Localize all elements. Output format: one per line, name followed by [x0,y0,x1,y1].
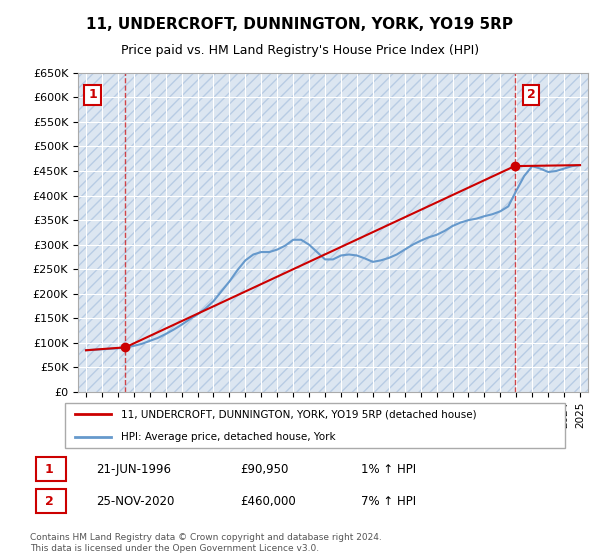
Bar [253,73,261,392]
Text: 25-NOV-2020: 25-NOV-2020 [96,495,175,508]
Bar [205,73,214,392]
Bar [484,73,493,392]
Bar [94,73,102,392]
Bar [285,73,293,392]
Bar [197,73,205,392]
Bar [428,73,437,392]
Bar [301,73,309,392]
Bar [269,73,277,392]
Bar [190,73,197,392]
Text: 1% ↑ HPI: 1% ↑ HPI [361,463,416,476]
Bar [221,73,229,392]
Bar [373,73,381,392]
Bar [341,73,349,392]
Bar [158,73,166,392]
Text: 21-JUN-1996: 21-JUN-1996 [96,463,171,476]
Bar [381,73,389,392]
Bar [309,73,317,392]
Bar [86,73,94,392]
Bar [173,73,182,392]
Bar [118,73,126,392]
Bar [389,73,397,392]
Text: 1: 1 [88,88,97,101]
Bar [325,73,333,392]
Bar [126,73,134,392]
Bar [461,73,469,392]
Bar [110,73,118,392]
Bar [397,73,405,392]
Bar [405,73,413,392]
Bar [317,73,325,392]
Bar [150,73,158,392]
Bar [445,73,452,392]
Bar [261,73,269,392]
FancyBboxPatch shape [35,489,66,514]
Bar [500,73,508,392]
Bar [572,73,580,392]
Bar [469,73,476,392]
Bar [277,73,285,392]
Bar [493,73,500,392]
Text: 1: 1 [45,463,53,476]
Bar [134,73,142,392]
Bar [78,73,86,392]
Bar [580,73,588,392]
Bar [102,73,110,392]
Bar [142,73,150,392]
Bar [349,73,357,392]
Bar [437,73,445,392]
Bar [413,73,421,392]
Bar [421,73,428,392]
Bar [540,73,548,392]
Bar [229,73,238,392]
Bar [516,73,524,392]
Text: 7% ↑ HPI: 7% ↑ HPI [361,495,416,508]
Bar [548,73,556,392]
Bar [508,73,516,392]
Text: £90,950: £90,950 [240,463,288,476]
Text: 2: 2 [527,88,536,101]
Bar [532,73,540,392]
Text: Contains HM Land Registry data © Crown copyright and database right 2024.
This d: Contains HM Land Registry data © Crown c… [30,533,382,553]
Bar [182,73,190,392]
FancyBboxPatch shape [65,403,565,448]
FancyBboxPatch shape [35,457,66,481]
Bar [452,73,461,392]
Bar [333,73,341,392]
Bar [556,73,564,392]
Text: 11, UNDERCROFT, DUNNINGTON, YORK, YO19 5RP: 11, UNDERCROFT, DUNNINGTON, YORK, YO19 5… [86,17,514,32]
Bar [524,73,532,392]
Bar [166,73,173,392]
Bar [214,73,221,392]
Bar [245,73,253,392]
Text: Price paid vs. HM Land Registry's House Price Index (HPI): Price paid vs. HM Land Registry's House … [121,44,479,57]
Bar [365,73,373,392]
Bar [476,73,484,392]
Bar [357,73,365,392]
Bar [293,73,301,392]
Bar [238,73,245,392]
Text: £460,000: £460,000 [240,495,296,508]
Bar [564,73,572,392]
Text: 11, UNDERCROFT, DUNNINGTON, YORK, YO19 5RP (detached house): 11, UNDERCROFT, DUNNINGTON, YORK, YO19 5… [121,409,477,419]
Text: 2: 2 [45,495,53,508]
Text: HPI: Average price, detached house, York: HPI: Average price, detached house, York [121,432,336,442]
